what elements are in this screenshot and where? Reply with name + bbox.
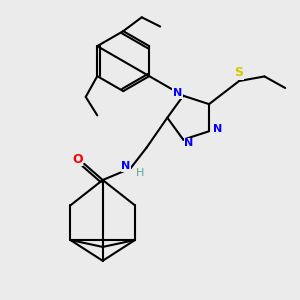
Text: N: N — [173, 88, 182, 98]
Text: N: N — [212, 124, 222, 134]
Text: N: N — [184, 138, 194, 148]
Text: N: N — [121, 161, 130, 171]
Text: O: O — [72, 153, 83, 166]
Text: S: S — [235, 67, 244, 80]
Text: H: H — [135, 168, 144, 178]
